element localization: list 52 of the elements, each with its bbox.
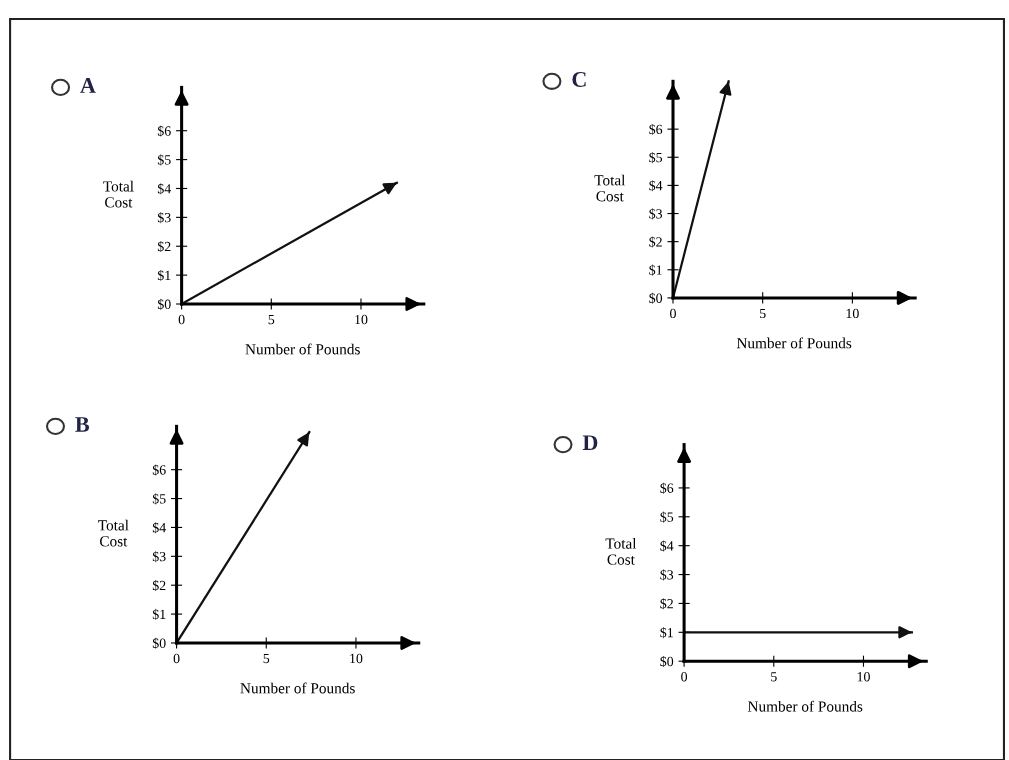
y-tick-label: $6 — [649, 123, 663, 136]
x-axis-title: Number of Pounds — [240, 682, 355, 694]
y-tick-label: $6 — [157, 125, 171, 137]
y-tick-label: $4 — [152, 522, 166, 534]
x-tick-label: 5 — [771, 672, 777, 682]
y-tick-label: $2 — [649, 236, 662, 248]
x-tick-label: 10 — [355, 314, 368, 325]
x-tick-label: 0 — [178, 314, 185, 325]
chart-title: B — [75, 417, 90, 432]
x-tick-label: 5 — [760, 308, 766, 319]
y-tick-label: $5 — [157, 154, 171, 166]
x-tick-label: 10 — [350, 653, 363, 664]
y-tick-label: $5 — [152, 493, 166, 505]
y-tick-label: $2 — [152, 579, 166, 592]
y-tick-label: $4 — [660, 540, 674, 552]
x-tick-label: 0 — [681, 672, 688, 682]
x-axis-title: Number of Pounds — [736, 337, 852, 349]
y-tick-label: $3 — [649, 208, 663, 220]
y-tick-label: $0 — [152, 637, 166, 649]
y-tick-label: $6 — [152, 464, 166, 476]
y-tick-label: $2 — [660, 598, 673, 610]
y-tick-label: $0 — [157, 298, 171, 310]
y-tick-label: $1 — [152, 608, 166, 620]
y-tick-label: $5 — [649, 152, 663, 164]
y-tick-label: $4 — [649, 180, 663, 192]
x-tick-label: 0 — [173, 653, 180, 664]
y-tick-label: $5 — [660, 511, 674, 523]
y-axis-title: Total Cost — [605, 537, 637, 565]
y-tick-label: $0 — [660, 655, 674, 668]
y-axis-title: Total Cost — [103, 180, 134, 208]
x-axis-title: Number of Pounds — [747, 700, 863, 712]
y-tick-label: $3 — [660, 569, 674, 581]
y-tick-label: $3 — [157, 212, 171, 224]
y-tick-label: $1 — [649, 264, 662, 276]
y-tick-label: $0 — [649, 292, 663, 304]
x-axis-title: Number of Pounds — [245, 343, 360, 355]
y-tick-label: $2 — [157, 241, 171, 253]
x-tick-label: 10 — [857, 672, 870, 682]
chart-title: A — [80, 78, 96, 93]
y-tick-label: $3 — [152, 551, 166, 563]
y-tick-label: $4 — [157, 183, 171, 195]
y-tick-label: $1 — [157, 269, 171, 281]
y-axis-title: Total Cost — [594, 174, 626, 202]
x-tick-label: 5 — [263, 653, 270, 664]
x-tick-label: 10 — [846, 308, 859, 319]
y-axis-title: Total Cost — [98, 519, 129, 547]
x-tick-label: 5 — [268, 314, 275, 325]
y-tick-label: $6 — [660, 482, 674, 494]
chart-title: D — [582, 435, 598, 450]
x-tick-label: 0 — [670, 308, 676, 319]
y-tick-label: $1 — [660, 627, 673, 639]
chart-title: C — [572, 71, 586, 87]
